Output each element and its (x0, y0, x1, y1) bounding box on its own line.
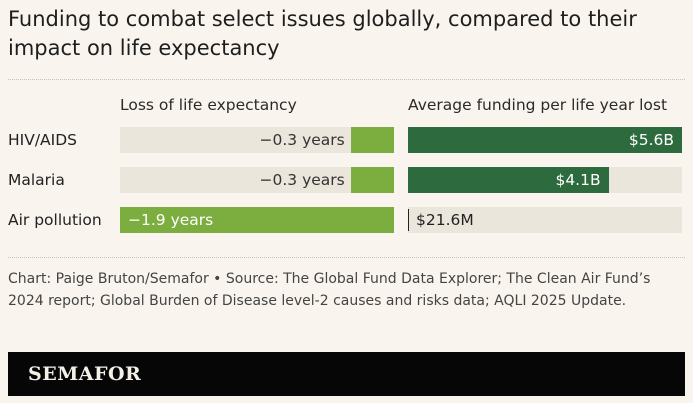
row-label: Malaria (8, 171, 65, 189)
row-label: HIV/AIDS (8, 131, 78, 149)
funding-column-header: Average funding per life year lost (408, 96, 668, 114)
loss-track (120, 127, 394, 153)
divider-bottom (8, 257, 685, 258)
chart-title: Funding to combat select issues globally… (8, 7, 637, 60)
loss-bar (350, 167, 394, 193)
loss-value-label: −0.3 years (259, 131, 345, 149)
source-note: Chart: Paige Bruton/Semafor • Source: Th… (8, 271, 651, 309)
funding-bar (408, 209, 409, 231)
funding-value-label: $21.6M (416, 211, 474, 229)
loss-track (120, 167, 394, 193)
funding-value-label: $5.6B (628, 131, 674, 149)
semafor-logo[interactable]: SEMAFOR (28, 363, 142, 385)
funding-bar (408, 167, 609, 193)
loss-bar (350, 127, 394, 153)
loss-value-label: −0.3 years (259, 171, 345, 189)
loss-bar (120, 207, 394, 233)
funding-track (408, 207, 682, 233)
row-label: Air pollution (8, 211, 102, 229)
funding-value-label: $4.1B (555, 171, 601, 189)
funding-bar (408, 127, 682, 153)
loss-value-label: −1.9 years (128, 211, 214, 229)
footer-bar: SEMAFOR (8, 352, 685, 396)
loss-column-header: Loss of life expectancy (120, 96, 297, 114)
divider-top (8, 79, 685, 80)
